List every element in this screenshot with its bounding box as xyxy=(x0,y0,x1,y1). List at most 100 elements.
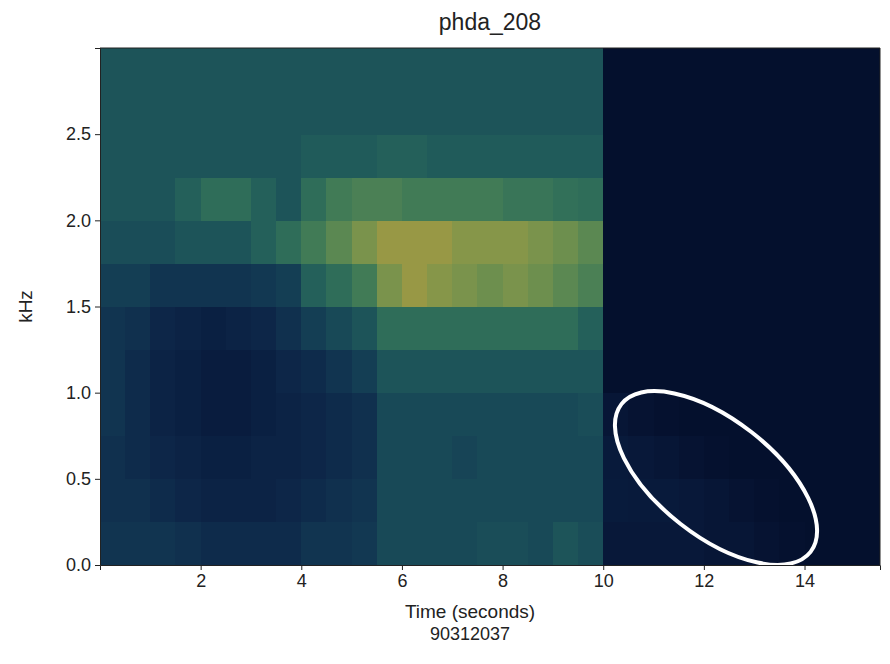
tick-mark xyxy=(95,307,100,308)
heatmap-cell xyxy=(377,307,403,351)
heatmap-cell xyxy=(326,479,352,523)
heatmap-cell xyxy=(301,263,327,307)
tick: 14 xyxy=(795,565,815,591)
heatmap-cell xyxy=(654,522,680,565)
heatmap-cell xyxy=(729,350,755,394)
heatmap-cell xyxy=(251,134,277,178)
heatmap-cell xyxy=(805,436,831,480)
tick: 6 xyxy=(397,565,407,591)
heatmap-cell xyxy=(754,393,780,437)
heatmap-cell xyxy=(830,220,856,264)
heatmap-cell xyxy=(226,134,252,178)
heatmap-cell xyxy=(754,350,780,394)
tick-mark xyxy=(201,565,202,570)
heatmap-cell xyxy=(352,307,378,351)
plot-frame xyxy=(100,48,880,49)
heatmap-cell xyxy=(150,263,176,307)
heatmap-cell xyxy=(754,134,780,178)
heatmap-cell xyxy=(779,48,805,92)
heatmap-cell xyxy=(100,91,126,135)
heatmap-cell xyxy=(201,48,227,92)
heatmap-cell xyxy=(830,307,856,351)
heatmap-cell xyxy=(150,220,176,264)
heatmap-cell xyxy=(226,307,252,351)
heatmap-cell xyxy=(729,479,755,523)
x-axis-title: Time (seconds) xyxy=(405,601,535,622)
heatmap-cell xyxy=(729,177,755,221)
heatmap-cell xyxy=(175,177,201,221)
heatmap-cell xyxy=(326,220,352,264)
heatmap-cell xyxy=(301,177,327,221)
heatmap-cell xyxy=(553,134,579,178)
heatmap-cell xyxy=(125,263,151,307)
heatmap-cell xyxy=(855,307,880,351)
heatmap-cell xyxy=(754,48,780,92)
heatmap-cell xyxy=(528,263,554,307)
heatmap-cell xyxy=(830,48,856,92)
heatmap-cell xyxy=(402,263,428,307)
heatmap-cell xyxy=(125,436,151,480)
heatmap-cell xyxy=(201,307,227,351)
heatmap-cell xyxy=(855,479,880,523)
heatmap-cell xyxy=(603,263,629,307)
heatmap-cell xyxy=(100,350,126,394)
heatmap-cell xyxy=(628,263,654,307)
heatmap-cell xyxy=(830,393,856,437)
tick-mark xyxy=(95,134,100,135)
tick-label: 0.5 xyxy=(66,469,91,489)
heatmap-cell xyxy=(805,177,831,221)
heatmap-cell xyxy=(226,350,252,394)
heatmap-cell xyxy=(301,134,327,178)
heatmap-cell xyxy=(377,350,403,394)
heatmap-cell xyxy=(528,350,554,394)
heatmap-cell xyxy=(326,263,352,307)
heatmap-cell xyxy=(377,177,403,221)
heatmap-cell xyxy=(779,307,805,351)
heatmap-cell xyxy=(578,307,604,351)
heatmap-cell xyxy=(779,393,805,437)
heatmap-cell xyxy=(201,263,227,307)
heatmap-cell xyxy=(402,177,428,221)
heatmap-cell xyxy=(855,177,880,221)
heatmap-cell xyxy=(150,522,176,565)
heatmap-cell xyxy=(679,263,705,307)
heatmap-cell xyxy=(352,220,378,264)
heatmap-cell xyxy=(654,479,680,523)
heatmap-cell xyxy=(352,522,378,565)
heatmap-cell xyxy=(603,350,629,394)
heatmap-cell xyxy=(175,220,201,264)
tick-label: 1.5 xyxy=(66,297,91,317)
heatmap-cell xyxy=(805,350,831,394)
heatmap-cell xyxy=(754,220,780,264)
heatmap-cell xyxy=(528,177,554,221)
heatmap-cell xyxy=(754,263,780,307)
heatmap-cell xyxy=(201,220,227,264)
heatmap-cell xyxy=(402,393,428,437)
heatmap-cell xyxy=(352,263,378,307)
heatmap-cell xyxy=(427,436,453,480)
heatmap-cell xyxy=(150,436,176,480)
tick-mark xyxy=(95,220,100,221)
heatmap-cell xyxy=(503,436,529,480)
heatmap-cell xyxy=(125,177,151,221)
heatmap-cell xyxy=(276,307,302,351)
heatmap-cell xyxy=(150,479,176,523)
heatmap-cell xyxy=(100,436,126,480)
heatmap-cell xyxy=(477,522,503,565)
heatmap-cell xyxy=(553,177,579,221)
heatmap-cell xyxy=(805,220,831,264)
heatmap-cell xyxy=(377,134,403,178)
heatmap-cell xyxy=(779,177,805,221)
heatmap-cell xyxy=(578,134,604,178)
heatmap-cell xyxy=(301,393,327,437)
heatmap-cell xyxy=(452,177,478,221)
heatmap-cell xyxy=(226,91,252,135)
heatmap-cell xyxy=(352,134,378,178)
heatmap-cell xyxy=(100,307,126,351)
heatmap-cell xyxy=(226,177,252,221)
heatmap-cell xyxy=(729,436,755,480)
heatmap-cell xyxy=(528,522,554,565)
tick: 10 xyxy=(594,565,614,591)
heatmap-cell xyxy=(477,436,503,480)
heatmap-cell xyxy=(100,177,126,221)
